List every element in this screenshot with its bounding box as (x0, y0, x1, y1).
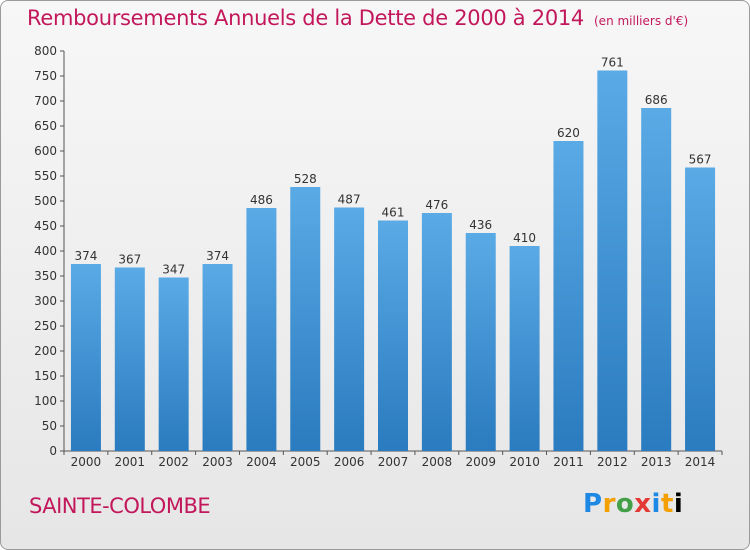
x-tick-label: 2010 (509, 455, 540, 469)
y-tick-label: 550 (34, 169, 57, 183)
bar-value-label: 347 (162, 263, 185, 277)
bar-value-label: 374 (74, 249, 97, 263)
bar (202, 264, 233, 451)
bar-value-label: 528 (294, 172, 317, 186)
bar (114, 267, 145, 451)
chart-title: Remboursements Annuels de la Dette de 20… (27, 6, 584, 30)
x-tick-label: 2002 (158, 455, 189, 469)
bar-value-label: 761 (601, 56, 624, 70)
x-tick-label: 2009 (465, 455, 496, 469)
y-tick-label: 800 (34, 44, 57, 58)
bar-value-label: 567 (689, 153, 712, 167)
x-tick-label: 2001 (115, 455, 146, 469)
y-tick-label: 0 (49, 444, 57, 458)
y-tick-label: 400 (34, 244, 57, 258)
bar (378, 220, 408, 451)
x-tick-label: 2013 (641, 455, 672, 469)
bar (641, 108, 672, 451)
axes: 0 50 100 150 200 250 300 350 400 450 500 550 600 650 7… (34, 44, 723, 469)
y-tick-label: 50 (42, 419, 57, 433)
commune-name: SAINTE-COLOMBE (29, 494, 211, 518)
bar-value-label: 476 (425, 198, 448, 212)
x-tick-label: 2014 (685, 455, 716, 469)
bar (553, 141, 584, 451)
bar (685, 167, 716, 451)
x-tick-label: 2012 (597, 455, 628, 469)
y-tick-label: 450 (34, 219, 57, 233)
bar (70, 264, 101, 451)
y-tick-label: 700 (34, 94, 57, 108)
bar-value-label: 486 (250, 193, 273, 207)
bar-value-label: 487 (338, 193, 361, 207)
bar-value-label: 374 (206, 249, 229, 263)
bar (465, 233, 496, 451)
y-tick-label: 300 (34, 294, 57, 308)
bar-value-label: 461 (382, 206, 405, 220)
bar (158, 277, 189, 451)
x-tick-label: 2007 (378, 455, 409, 469)
title-row: Remboursements Annuels de la Dette de 20… (27, 6, 688, 30)
y-tick-label: 150 (34, 369, 57, 383)
y-tick-label: 600 (34, 144, 57, 158)
bar-value-label: 410 (513, 231, 536, 245)
x-tick-label: 2008 (422, 455, 453, 469)
bar (509, 246, 540, 451)
chart-unit: (en milliers d'€) (594, 14, 689, 28)
bar (421, 213, 452, 451)
y-tick-label: 350 (34, 269, 57, 283)
bar (334, 207, 365, 451)
bar-value-label: 367 (118, 253, 141, 267)
bar-value-label: 436 (469, 218, 492, 232)
x-tick-label: 2005 (290, 455, 321, 469)
y-tick-label: 500 (34, 194, 57, 208)
bar-value-label: 620 (557, 126, 580, 140)
x-tick-label: 2011 (553, 455, 584, 469)
bar (246, 208, 277, 451)
x-tick-label: 2000 (71, 455, 102, 469)
x-tick-label: 2003 (202, 455, 233, 469)
y-tick-label: 100 (34, 394, 57, 408)
bar (290, 187, 321, 451)
bar-value-label: 686 (645, 93, 668, 107)
y-tick-label: 750 (34, 69, 57, 83)
y-tick-label: 650 (34, 119, 57, 133)
proxiti-logo: Proxiti (583, 489, 684, 519)
x-tick-label: 2006 (334, 455, 365, 469)
y-tick-label: 250 (34, 319, 57, 333)
y-tick-label: 200 (34, 344, 57, 358)
bar (597, 70, 628, 451)
x-tick-label: 2004 (246, 455, 277, 469)
bars: 374 367 347 374 486 528 487 461 476 436 410 620 761 6… (70, 56, 716, 451)
